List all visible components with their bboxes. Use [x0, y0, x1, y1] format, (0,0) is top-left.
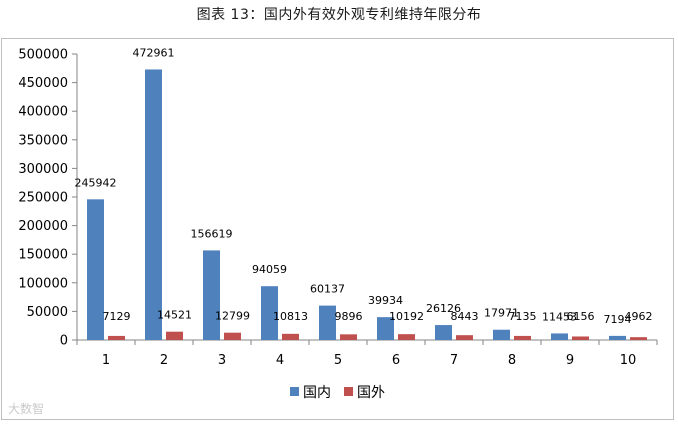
data-label-foreign: 12799 — [215, 310, 250, 323]
bar-foreign — [340, 334, 357, 340]
x-tick-label: 1 — [102, 353, 110, 368]
data-label-foreign: 10813 — [273, 310, 308, 323]
bar-foreign — [282, 333, 299, 340]
data-label-domestic: 472961 — [133, 46, 175, 59]
bar-foreign — [398, 334, 415, 340]
data-label-domestic: 156619 — [191, 227, 233, 240]
data-label-foreign: 8443 — [451, 310, 479, 323]
data-label-foreign: 7129 — [103, 310, 131, 323]
y-tick-label: 350000 — [18, 133, 68, 148]
y-tick-label: 200000 — [18, 219, 68, 234]
y-tick-label: 500000 — [18, 48, 68, 63]
legend: 国内 国外 — [290, 385, 385, 401]
x-tick-label: 9 — [566, 353, 574, 368]
data-label-foreign: 6156 — [567, 310, 595, 323]
bar-domestic — [145, 69, 162, 340]
chart-title: 图表 13：国内外有效外观专利维持年限分布 — [196, 7, 482, 23]
bar-foreign — [456, 335, 473, 340]
bar-domestic — [377, 317, 394, 340]
data-label-domestic: 11453 — [542, 310, 577, 323]
bar-domestic — [319, 305, 336, 340]
x-tick-label: 8 — [508, 353, 516, 368]
data-label-domestic: 7194 — [604, 313, 632, 326]
bars — [87, 69, 647, 340]
bar-domestic — [261, 286, 278, 340]
data-labels: 245942 7129 472961 14521 156619 12799 94059 108… — [75, 46, 653, 325]
data-label-domestic: 26126 — [426, 302, 461, 315]
y-tick-label: 400000 — [18, 105, 68, 120]
data-label-foreign: 9896 — [335, 310, 363, 323]
data-label-foreign: 14521 — [157, 309, 192, 322]
x-tick-label: 6 — [392, 353, 400, 368]
chart-frame — [1, 38, 674, 420]
x-tick-label: 10 — [620, 353, 637, 368]
y-tick-label: 250000 — [18, 191, 68, 206]
axes: 0500001000001500002000002500003000003500… — [18, 48, 658, 368]
legend-swatch — [344, 387, 353, 396]
x-tick-label: 5 — [334, 353, 342, 368]
y-tick-label: 450000 — [18, 76, 68, 91]
y-tick-label: 150000 — [18, 248, 68, 263]
x-tick-label: 3 — [218, 353, 226, 368]
bar-foreign — [108, 335, 125, 340]
bar-foreign — [572, 336, 589, 340]
data-label-foreign: 7135 — [509, 310, 537, 323]
bar-domestic — [551, 333, 568, 340]
bar-foreign — [224, 332, 241, 340]
x-tick-label: 4 — [276, 353, 284, 368]
bar-domestic — [203, 250, 220, 340]
data-label-foreign: 10192 — [389, 310, 424, 323]
bar-domestic — [609, 335, 626, 340]
legend-swatch — [290, 387, 299, 396]
x-tick-label: 2 — [160, 353, 168, 368]
data-label-domestic: 94059 — [252, 263, 287, 276]
y-tick-label: 50000 — [27, 305, 68, 320]
data-label-foreign: 4962 — [625, 310, 653, 323]
bar-foreign — [166, 331, 183, 340]
watermark: 大数智 — [8, 402, 45, 416]
bar-foreign — [514, 335, 531, 340]
legend-label: 国内 — [303, 385, 331, 401]
y-tick-label: 0 — [60, 334, 68, 349]
bar-domestic — [87, 199, 104, 340]
x-tick-label: 7 — [450, 353, 458, 368]
data-label-domestic: 245942 — [75, 176, 117, 189]
bar-domestic — [493, 329, 510, 340]
data-label-domestic: 39934 — [368, 294, 403, 307]
data-label-domestic: 17971 — [484, 307, 519, 320]
y-tick-label: 100000 — [18, 276, 68, 291]
legend-label: 国外 — [357, 385, 385, 401]
bar-domestic — [435, 325, 452, 340]
y-tick-label: 300000 — [18, 162, 68, 177]
bar-foreign — [630, 337, 647, 340]
data-label-domestic: 60137 — [310, 283, 345, 296]
